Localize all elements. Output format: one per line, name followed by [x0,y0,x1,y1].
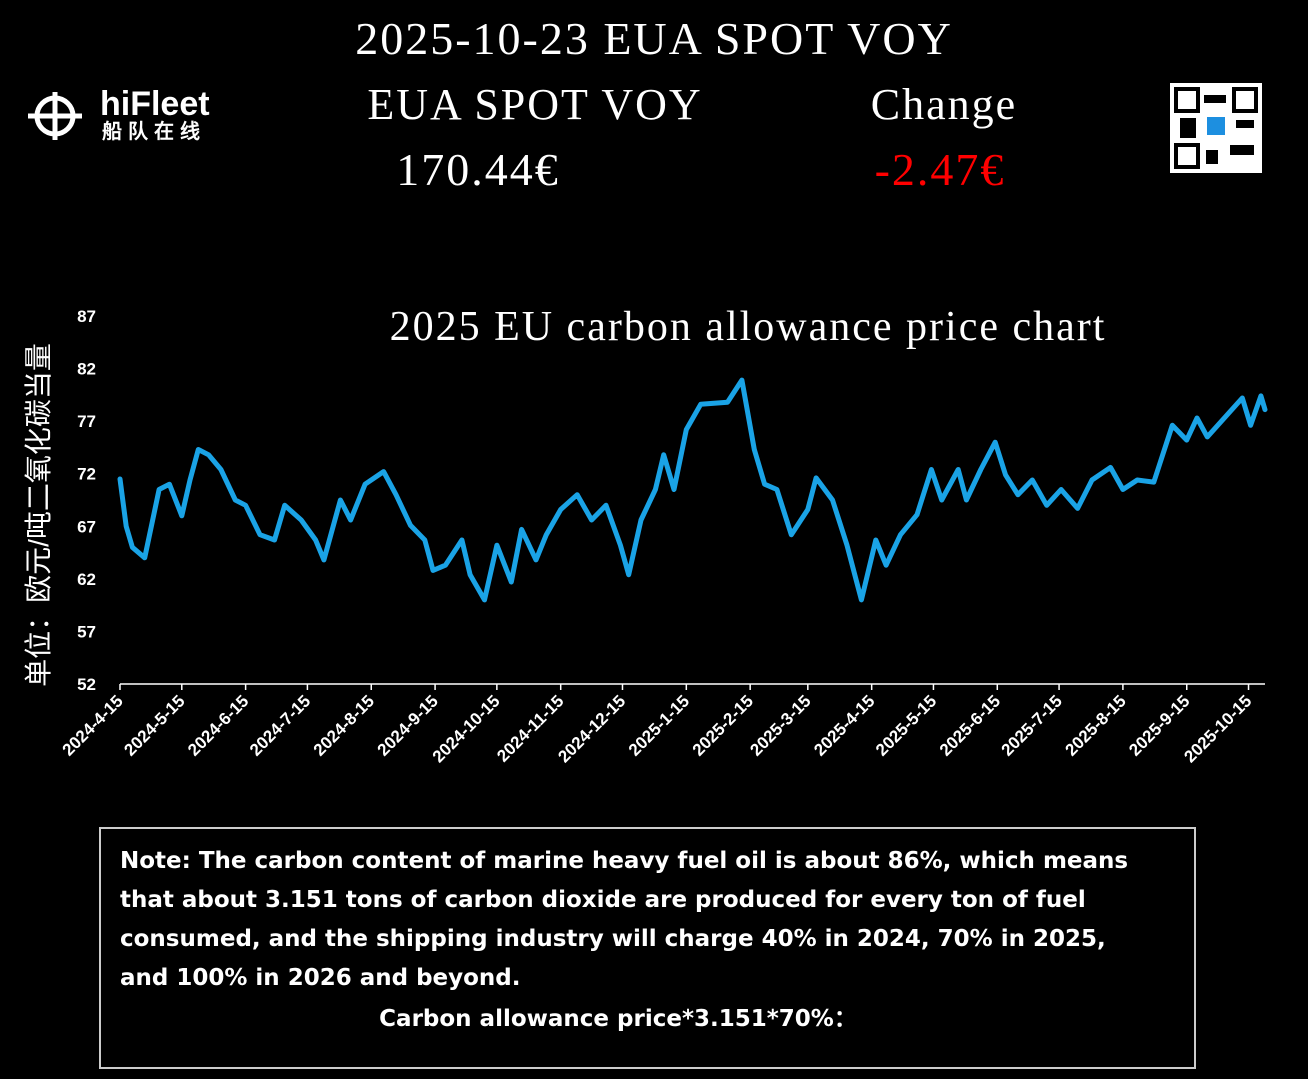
qr-center [1207,117,1225,135]
qr-module [1204,95,1226,103]
y-tick-label: 72 [77,465,96,484]
qr-finder [1232,87,1258,113]
logo-text: hiFleet [100,85,210,123]
qr-code [1170,83,1262,173]
qr-module [1230,145,1254,155]
y-tick-label: 57 [77,622,96,641]
y-tick-label: 67 [77,517,96,536]
qr-finder [1174,143,1200,169]
chart-title: 2025 EU carbon allowance price chart [390,304,1107,350]
logo-subtext: 船队在线 [102,119,206,143]
note-box [99,827,1196,1069]
note-line: and 100% in 2026 and beyond. [120,965,521,991]
qr-module [1236,120,1254,128]
note-line: Note: The carbon content of marine heavy… [120,848,1128,874]
y-tick-label: 82 [77,360,96,379]
y-tick-label: 87 [77,307,96,326]
qr-module [1180,118,1196,138]
change-label: Change [871,80,1017,129]
y-tick-label: 62 [77,570,96,589]
price-line [117,377,1268,603]
note-line: consumed, and the shipping industry will… [120,926,1106,952]
qr-finder [1174,87,1200,113]
y-axis-label: 单位：欧元/吨二氧化碳当量 [23,343,54,687]
qr-module [1206,150,1218,164]
y-tick-label: 52 [77,675,96,694]
logo: hiFleet 船队在线 [28,85,210,143]
y-tick-label: 77 [77,412,96,431]
note-formula: Carbon allowance price*3.151*70%： [379,1006,857,1032]
price-value: 170.44€ [396,144,560,195]
note-line: that about 3.151 tons of carbon dioxide … [120,887,1086,913]
change-value: -2.47€ [875,144,1006,195]
page-title: 2025-10-23 EUA SPOT VOY [355,13,953,64]
price-label: EUA SPOT VOY [367,80,702,129]
